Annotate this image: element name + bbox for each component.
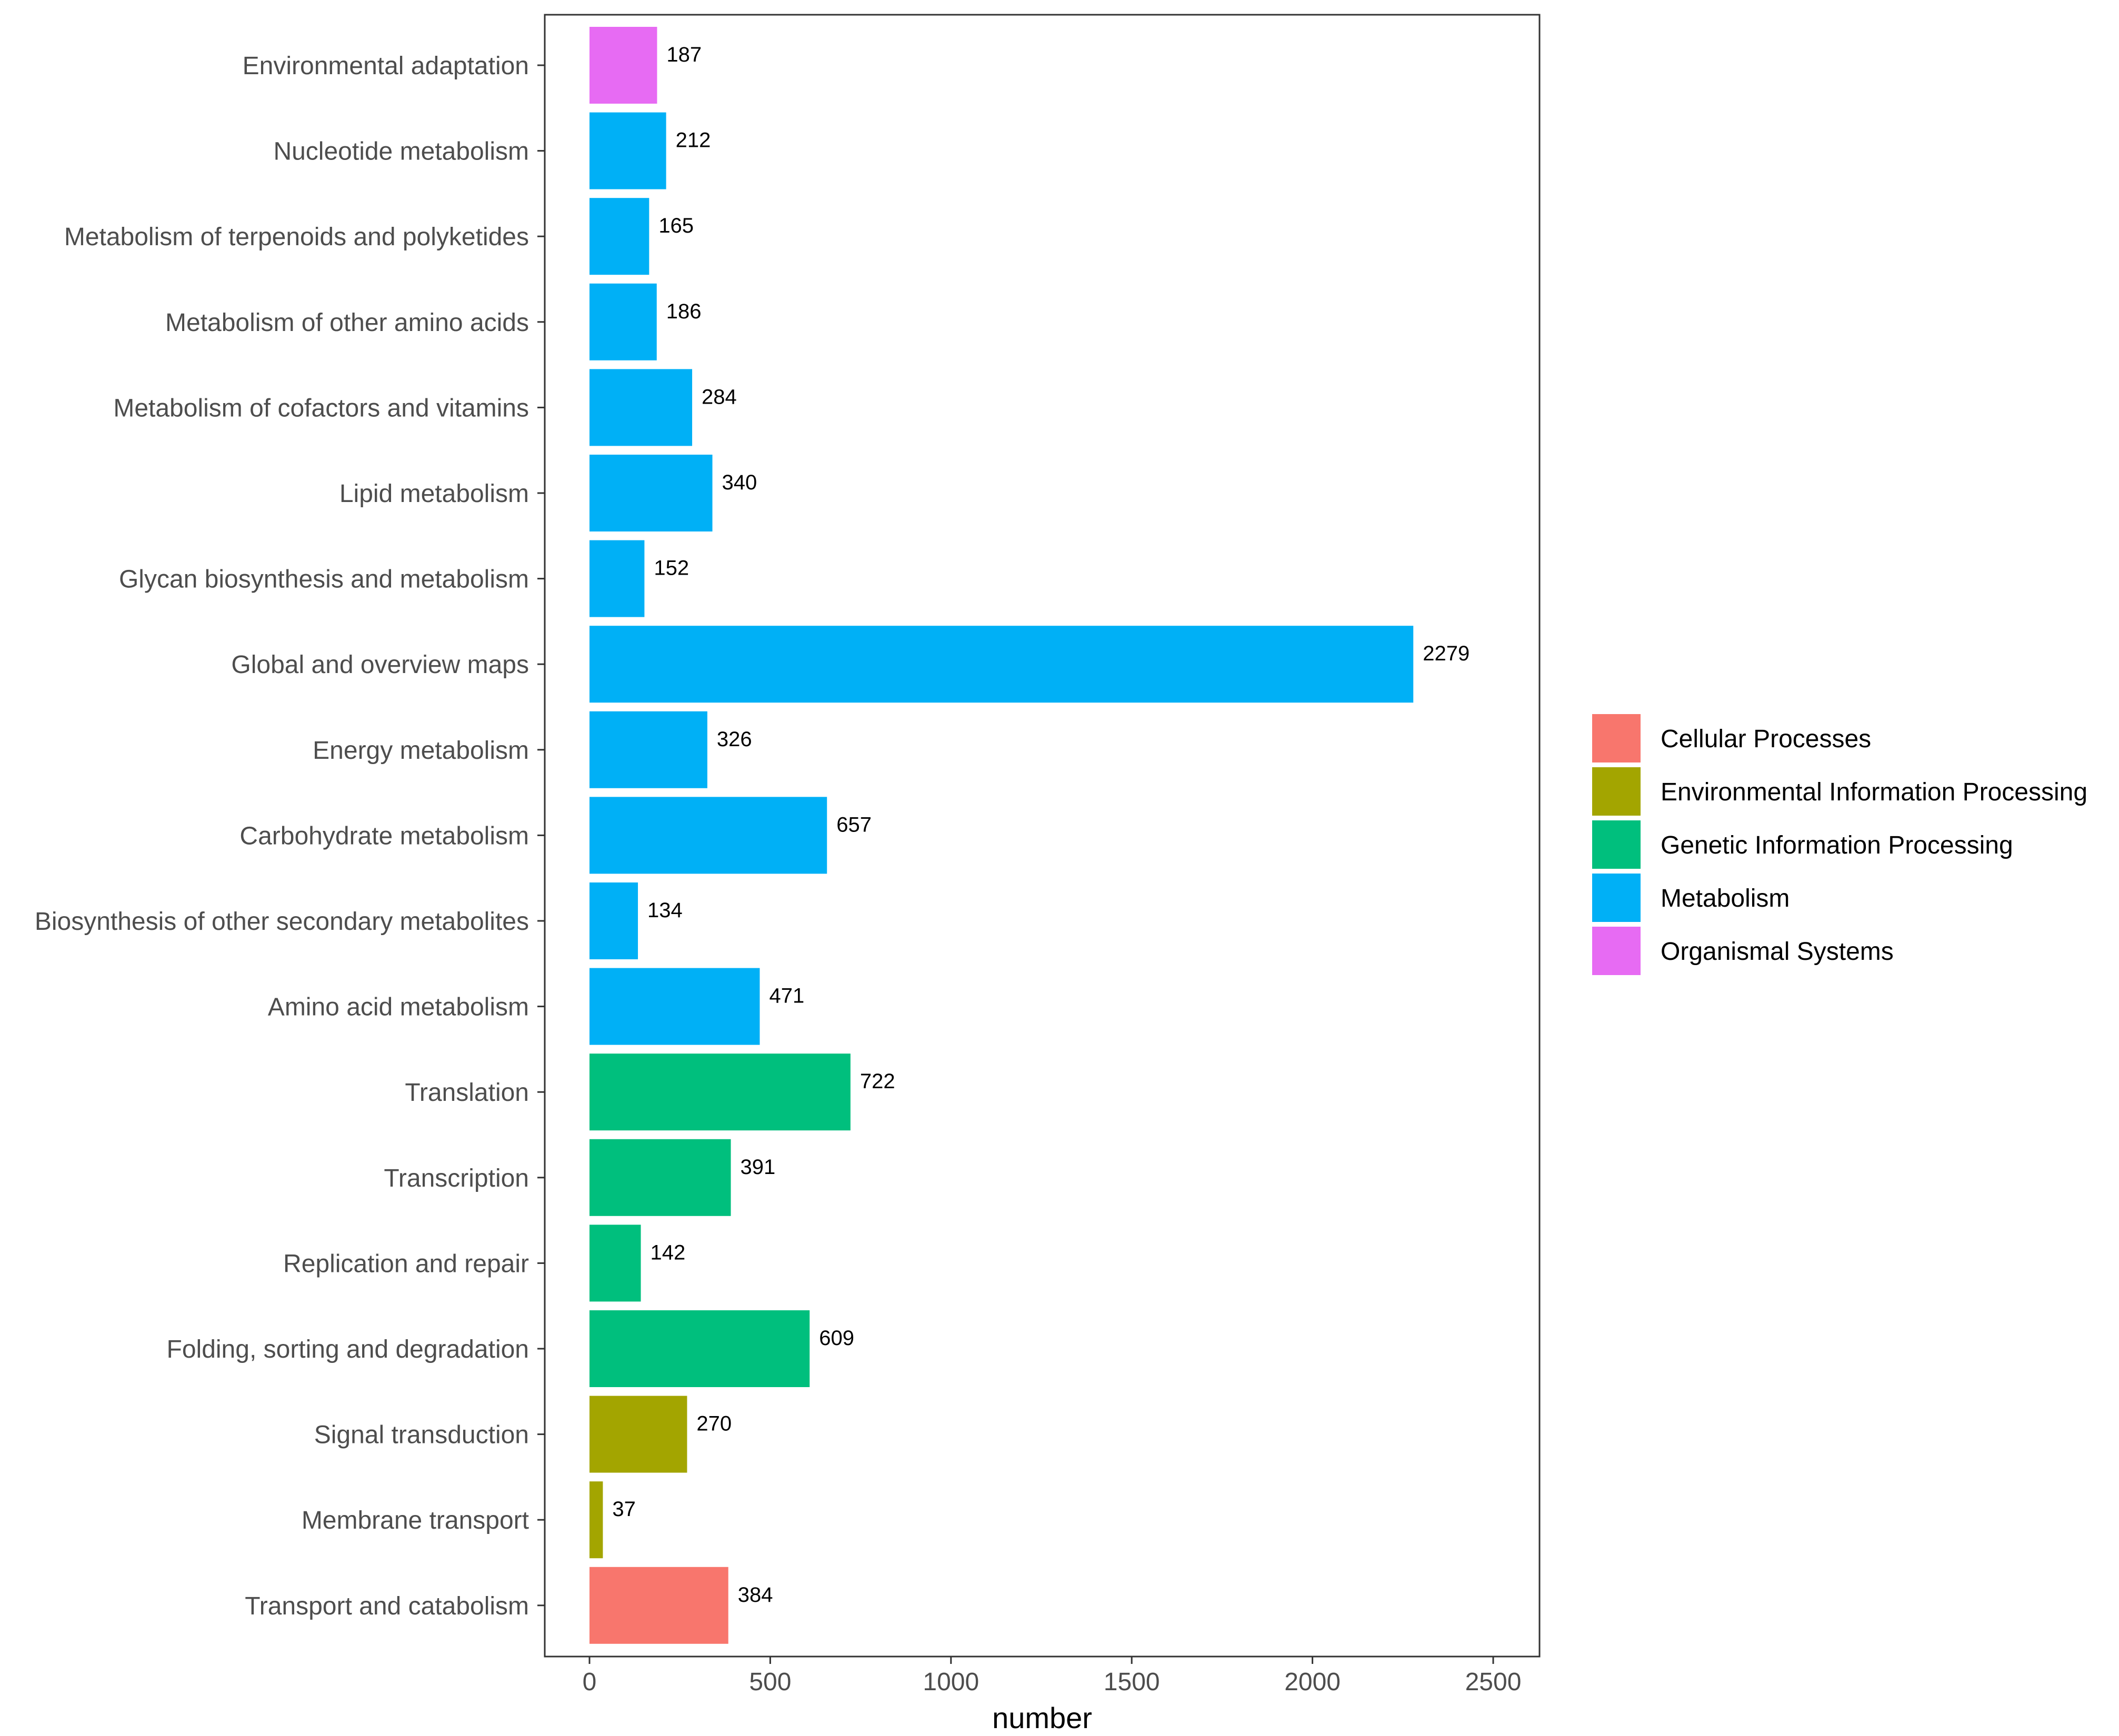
data-label-metabolism-of-terpenoids-and-polyketides: 165 xyxy=(658,214,694,237)
bar-folding-sorting-and-degradation xyxy=(589,1310,810,1387)
y-tick-label-membrane-transport: Membrane transport xyxy=(302,1507,529,1534)
bar-replication-and-repair xyxy=(589,1225,641,1302)
x-tick-label-0: 0 xyxy=(583,1668,597,1696)
value-label-group: 187 212 165 186 284 340 152 2279 326 657 134 471 722… xyxy=(612,43,1470,1607)
y-tick-label-amino-acid-metabolism: Amino acid metabolism xyxy=(268,994,529,1021)
y-axis: Environmental adaptation Nucleotide metab… xyxy=(35,52,545,1620)
data-label-folding-sorting-and-degradation: 609 xyxy=(819,1327,854,1350)
bar-metabolism-of-terpenoids-and-polyketides xyxy=(589,198,649,275)
data-label-carbohydrate-metabolism: 657 xyxy=(836,813,872,836)
y-tick-label-folding-sorting-and-degradation: Folding, sorting and degradation xyxy=(167,1336,529,1363)
y-tick-label-metabolism-of-other-amino-acids: Metabolism of other amino acids xyxy=(165,309,529,337)
data-label-transcription: 391 xyxy=(741,1156,776,1179)
y-tick-label-carbohydrate-metabolism: Carbohydrate metabolism xyxy=(239,822,529,850)
bar-energy-metabolism xyxy=(589,711,707,788)
legend: Cellular Processes Environmental Informat… xyxy=(1592,714,2087,975)
bar-amino-acid-metabolism xyxy=(589,968,760,1045)
legend-label-genetic-information-processing: Genetic Information Processing xyxy=(1661,831,2013,859)
bar-metabolism-of-other-amino-acids xyxy=(589,283,657,360)
y-tick-label-translation: Translation xyxy=(405,1079,529,1107)
data-label-global-and-overview-maps: 2279 xyxy=(1423,642,1470,665)
y-tick-label-nucleotide-metabolism: Nucleotide metabolism xyxy=(273,138,529,166)
y-tick-label-environmental-adaptation: Environmental adaptation xyxy=(243,52,529,80)
data-label-lipid-metabolism: 340 xyxy=(722,471,757,494)
bar-glycan-biosynthesis-and-metabolism xyxy=(589,540,645,617)
y-tick-label-metabolism-of-terpenoids-and-polyketides: Metabolism of terpenoids and polyketides xyxy=(64,223,529,251)
y-tick-label-biosynthesis-of-other-secondary-metabolites: Biosynthesis of other secondary metaboli… xyxy=(35,908,529,936)
bar-metabolism-of-cofactors-and-vitamins xyxy=(589,369,693,446)
bar-translation xyxy=(589,1053,851,1131)
legend-key-organismal-systems xyxy=(1592,927,1641,975)
data-label-signal-transduction: 270 xyxy=(696,1412,732,1436)
bar-group xyxy=(589,27,1414,1644)
y-tick-label-replication-and-repair: Replication and repair xyxy=(283,1250,529,1278)
legend-key-metabolism xyxy=(1592,874,1641,922)
y-tick-label-lipid-metabolism: Lipid metabolism xyxy=(339,480,529,508)
x-tick-label-1500: 1500 xyxy=(1104,1668,1160,1696)
x-tick-label-1000: 1000 xyxy=(923,1668,979,1696)
data-label-biosynthesis-of-other-secondary-metabolites: 134 xyxy=(647,899,683,922)
x-axis-title: number xyxy=(992,1701,1092,1733)
bar-transcription xyxy=(589,1139,731,1216)
legend-key-cellular-processes xyxy=(1592,714,1641,762)
bar-global-and-overview-maps xyxy=(589,626,1414,703)
bar-lipid-metabolism xyxy=(589,455,713,531)
bar-biosynthesis-of-other-secondary-metabolites xyxy=(589,882,638,959)
y-tick-label-metabolism-of-cofactors-and-vitamins: Metabolism of cofactors and vitamins xyxy=(113,394,529,422)
y-tick-label-transport-and-catabolism: Transport and catabolism xyxy=(245,1592,529,1620)
data-label-translation: 722 xyxy=(860,1070,895,1093)
legend-key-environmental-information-processing xyxy=(1592,767,1641,816)
data-label-glycan-biosynthesis-and-metabolism: 152 xyxy=(654,557,689,580)
data-label-transport-and-catabolism: 384 xyxy=(738,1583,773,1607)
x-tick-label-500: 500 xyxy=(749,1668,791,1696)
bar-membrane-transport xyxy=(589,1481,603,1559)
plot-panel-border xyxy=(544,14,1541,1658)
data-label-amino-acid-metabolism: 471 xyxy=(769,985,804,1008)
legend-label-organismal-systems: Organismal Systems xyxy=(1661,938,1894,966)
bar-signal-transduction xyxy=(589,1396,687,1473)
y-tick-label-transcription: Transcription xyxy=(384,1165,529,1192)
x-tick-label-2500: 2500 xyxy=(1465,1668,1522,1696)
data-label-nucleotide-metabolism: 212 xyxy=(676,129,711,152)
y-tick-label-global-and-overview-maps: Global and overview maps xyxy=(231,651,529,679)
y-tick-label-signal-transduction: Signal transduction xyxy=(314,1421,529,1449)
data-label-energy-metabolism: 326 xyxy=(717,728,752,751)
legend-label-cellular-processes: Cellular Processes xyxy=(1661,725,1871,753)
y-tick-label-energy-metabolism: Energy metabolism xyxy=(313,737,529,765)
data-label-metabolism-of-cofactors-and-vitamins: 284 xyxy=(702,385,737,408)
data-label-metabolism-of-other-amino-acids: 186 xyxy=(666,300,702,323)
data-label-environmental-adaptation: 187 xyxy=(666,43,702,66)
bar-nucleotide-metabolism xyxy=(589,112,666,189)
legend-label-environmental-information-processing: Environmental Information Processing xyxy=(1661,778,2087,806)
x-axis: 0 500 1000 1500 2000 2500 xyxy=(583,1657,1522,1696)
data-label-membrane-transport: 37 xyxy=(612,1498,636,1521)
legend-label-metabolism: Metabolism xyxy=(1661,885,1790,912)
legend-key-genetic-information-processing xyxy=(1592,820,1641,869)
bar-environmental-adaptation xyxy=(589,27,657,104)
data-label-replication-and-repair: 142 xyxy=(651,1241,686,1264)
y-tick-label-glycan-biosynthesis-and-metabolism: Glycan biosynthesis and metabolism xyxy=(119,566,529,594)
bar-transport-and-catabolism xyxy=(589,1567,728,1644)
x-tick-label-2000: 2000 xyxy=(1284,1668,1341,1696)
bar-carbohydrate-metabolism xyxy=(589,797,827,874)
